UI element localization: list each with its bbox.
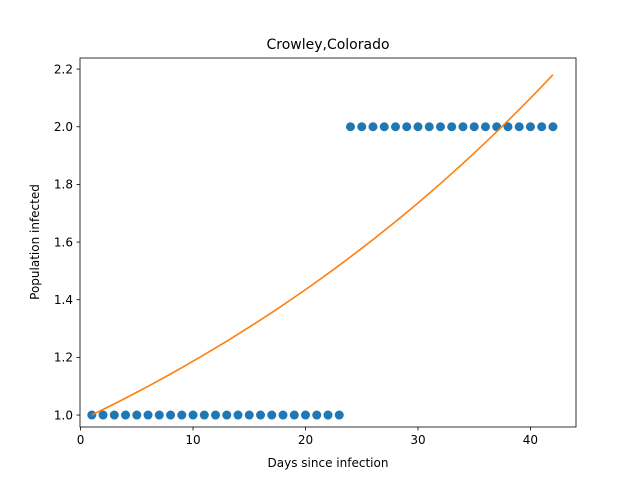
scatter-point bbox=[525, 122, 535, 132]
scatter-point bbox=[537, 122, 547, 132]
plot-frame bbox=[79, 57, 577, 428]
scatter-point bbox=[435, 122, 445, 132]
scatter-point bbox=[503, 122, 513, 132]
scatter-point bbox=[244, 410, 254, 420]
scatter-point bbox=[447, 122, 457, 132]
scatter-point bbox=[480, 122, 490, 132]
scatter-point bbox=[233, 410, 243, 420]
scatter-point bbox=[334, 410, 344, 420]
scatter-point bbox=[188, 410, 198, 420]
x-tick-label: 20 bbox=[298, 433, 313, 447]
scatter-point bbox=[301, 410, 311, 420]
y-tick-label: 1.2 bbox=[54, 351, 73, 365]
y-tick-label: 1.6 bbox=[54, 235, 73, 249]
scatter-point bbox=[368, 122, 378, 132]
scatter-point bbox=[390, 122, 400, 132]
fit-line bbox=[91, 74, 554, 416]
chart-title: Crowley,Colorado bbox=[266, 37, 389, 53]
scatter-point bbox=[424, 122, 434, 132]
x-tick-label: 40 bbox=[523, 433, 538, 447]
y-tick-label: 1.4 bbox=[54, 293, 73, 307]
scatter-point bbox=[548, 122, 558, 132]
scatter-point bbox=[166, 410, 176, 420]
x-tick-label: 30 bbox=[410, 433, 425, 447]
y-axis: 1.0 1.2 1.4 1.6 1.8 2.0 2.2 bbox=[54, 62, 80, 422]
scatter-point bbox=[469, 122, 479, 132]
scatter-point bbox=[222, 410, 232, 420]
scatter-point bbox=[121, 410, 131, 420]
x-tick-label: 10 bbox=[185, 433, 200, 447]
scatter-point bbox=[132, 410, 142, 420]
scatter-point bbox=[256, 410, 266, 420]
scatter-point bbox=[177, 410, 187, 420]
x-axis-label: Days since infection bbox=[268, 456, 389, 470]
scatter-point bbox=[413, 122, 423, 132]
scatter-point bbox=[312, 410, 322, 420]
y-axis-label: Population infected bbox=[28, 184, 42, 300]
scatter-point bbox=[278, 410, 288, 420]
scatter-point bbox=[154, 410, 164, 420]
x-tick-label: 0 bbox=[77, 433, 85, 447]
y-tick-label: 2.0 bbox=[54, 120, 73, 134]
scatter-point bbox=[323, 410, 333, 420]
scatter-point bbox=[458, 122, 468, 132]
scatter-point bbox=[98, 410, 108, 420]
scatter-point bbox=[289, 410, 299, 420]
y-tick-label: 2.2 bbox=[54, 62, 73, 76]
scatter-point bbox=[345, 122, 355, 132]
scatter-point bbox=[379, 122, 389, 132]
x-axis: 0 10 20 30 40 bbox=[77, 427, 538, 447]
scatter-point bbox=[267, 410, 277, 420]
y-tick-label: 1.8 bbox=[54, 178, 73, 192]
scatter-point bbox=[357, 122, 367, 132]
scatter-point bbox=[143, 410, 153, 420]
scatter-point bbox=[211, 410, 221, 420]
scatter-point bbox=[514, 122, 524, 132]
scatter-point bbox=[492, 122, 502, 132]
plot-layer bbox=[87, 74, 558, 420]
scatter-point bbox=[109, 410, 119, 420]
scatter-point bbox=[402, 122, 412, 132]
scatter-point bbox=[199, 410, 209, 420]
y-tick-label: 1.0 bbox=[54, 408, 73, 422]
